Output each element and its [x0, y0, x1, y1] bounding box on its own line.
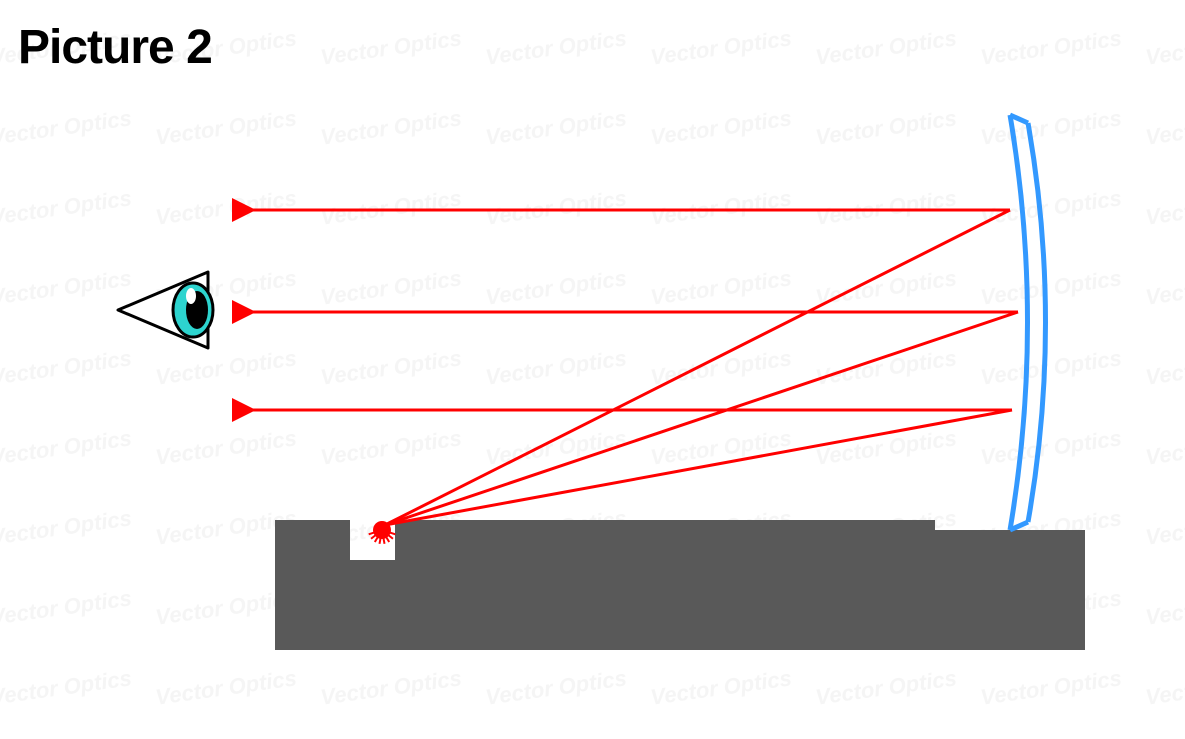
- eye-icon: [118, 272, 213, 348]
- light-rays: [250, 210, 1018, 525]
- sight-base: [275, 520, 1085, 650]
- lens: [1010, 115, 1046, 530]
- optics-diagram: [0, 0, 1185, 739]
